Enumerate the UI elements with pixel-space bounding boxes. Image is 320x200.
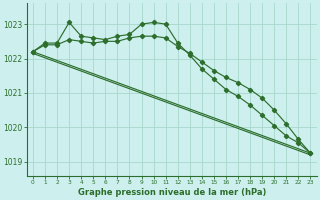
X-axis label: Graphe pression niveau de la mer (hPa): Graphe pression niveau de la mer (hPa) [77, 188, 266, 197]
